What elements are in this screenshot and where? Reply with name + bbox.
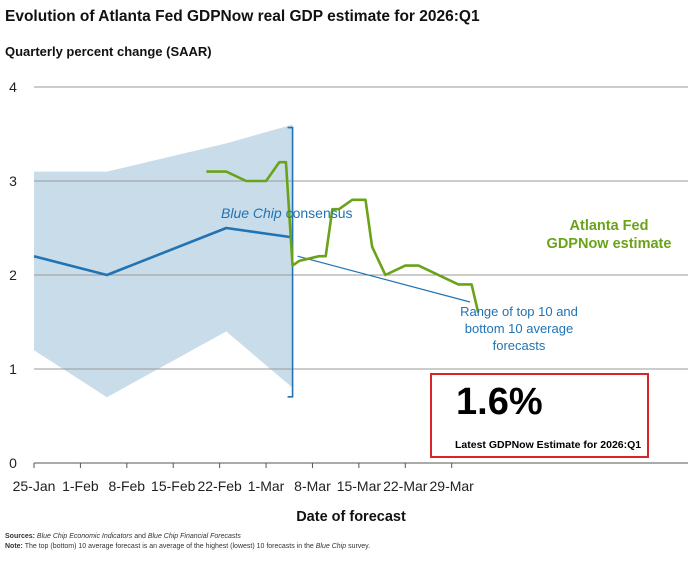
latest-estimate-label: Latest GDPNow Estimate for 2026:Q1 [455,439,642,451]
x-tick-label: 22-Feb [197,478,242,494]
range-leader-line [297,255,471,303]
chart-title: Evolution of Atlanta Fed GDPNow real GDP… [5,8,480,25]
y-axis-title: Quarterly percent change (SAAR) [5,44,212,59]
x-tick-label: 25-Jan [13,478,56,494]
gdpnow-series-label: GDPNow estimate [547,236,672,252]
latest-estimate-box: 1.6% Latest GDPNow Estimate for 2026:Q1 [430,373,649,458]
y-tick-label: 4 [9,79,17,95]
range-annotation-label: Range of top 10 and [460,304,578,319]
x-tick-label: 15-Feb [151,478,196,494]
x-tick-label: 15-Mar [337,478,382,494]
method-note: Note: The top (bottom) 10 average foreca… [5,543,371,550]
latest-estimate-value: 1.6% [456,381,543,423]
chart-area: 0 1 2 3 4 25-Jan 1-Feb 8-Feb 15-Feb 22-Feb 1-Mar 8-… [9,79,688,525]
gdpnow-series-label: Atlanta Fed [570,218,649,234]
range-band [34,124,293,398]
x-tick-label: 1-Mar [248,478,285,494]
bluechip-series-label: Blue Chip consensus [221,205,353,221]
gdpnow-estimate-line [206,160,480,313]
x-tick-label: 8-Feb [109,478,146,494]
y-tick-label: 2 [9,267,17,283]
range-annotation-label: forecasts [493,338,546,353]
y-tick-label: 0 [9,455,17,471]
bluechip-consensus-line [33,226,293,277]
x-axis-title: Date of forecast [296,509,406,525]
x-tick-label: 29-Mar [430,478,475,494]
y-tick-label: 3 [9,173,17,189]
range-annotation-label: bottom 10 average [465,321,573,336]
y-tick-label: 1 [9,361,17,377]
x-tick-label: 22-Mar [383,478,428,494]
sources-note: Sources: Blue Chip Economic Indicators a… [5,533,241,540]
footnotes: Sources: Blue Chip Economic Indicators a… [5,532,370,552]
x-tick-label: 8-Mar [294,478,331,494]
x-tick-label: 1-Feb [62,478,99,494]
